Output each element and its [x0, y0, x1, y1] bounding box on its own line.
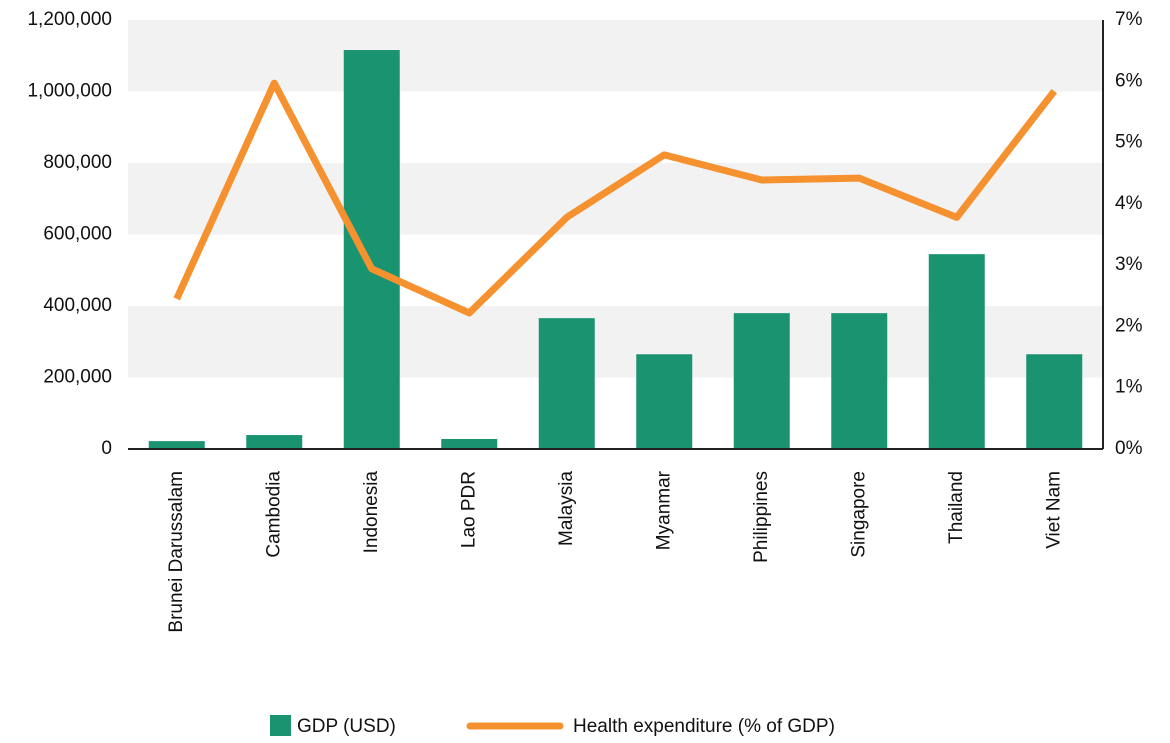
y2-tick-label: 4% — [1115, 193, 1143, 214]
x-tick-label: Indonesia — [361, 471, 382, 554]
bar — [831, 313, 888, 449]
y2-tick-label: 6% — [1115, 70, 1143, 91]
y2-tick-label: 0% — [1115, 438, 1143, 459]
y2-tick-label: 1% — [1115, 377, 1143, 398]
bar — [343, 50, 400, 449]
x-tick-label: Cambodia — [263, 471, 284, 558]
x-tick-label: Lao PDR — [458, 471, 479, 548]
bar — [1026, 354, 1083, 449]
y-tick-label: 1,000,000 — [27, 81, 112, 102]
line-series — [173, 79, 1058, 317]
x-tick-label: Malaysia — [556, 471, 577, 546]
x-tick-label: Thailand — [946, 471, 967, 544]
y2-tick-label: 2% — [1115, 315, 1143, 336]
x-tick-label: Singapore — [848, 471, 869, 558]
y-tick-label: 800,000 — [43, 152, 112, 173]
y-tick-label: 600,000 — [43, 224, 112, 245]
legend-label: GDP (USD) — [297, 716, 396, 737]
x-tick-label: Viet Nam — [1043, 471, 1064, 549]
y-tick-label: 1,200,000 — [27, 9, 112, 30]
grid-band — [128, 20, 1103, 92]
y-tick-label: 400,000 — [43, 295, 112, 316]
bar — [733, 313, 790, 449]
y2-tick-label: 7% — [1115, 9, 1143, 30]
x-tick-label: Myanmar — [653, 470, 674, 550]
y2-tick-label: 5% — [1115, 132, 1143, 153]
x-tick-label: Philippines — [751, 471, 772, 563]
y-tick-label: 0 — [101, 438, 112, 459]
bar — [928, 254, 985, 449]
bar — [538, 318, 595, 449]
bar — [246, 435, 303, 449]
y-tick-label: 200,000 — [43, 367, 112, 388]
bar — [441, 438, 498, 449]
grid-band — [128, 163, 1103, 235]
bar — [148, 441, 205, 449]
bar — [636, 354, 693, 449]
x-tick-label: Brunei Darussalam — [166, 471, 187, 633]
legend-swatch — [270, 715, 291, 736]
legend-label: Health expenditure (% of GDP) — [573, 716, 835, 737]
y2-tick-label: 3% — [1115, 254, 1143, 275]
